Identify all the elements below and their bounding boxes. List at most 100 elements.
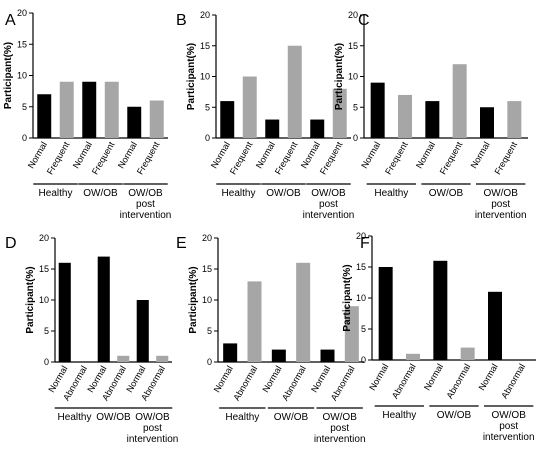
bar-normal: [136, 300, 149, 362]
y-tick-label: 10: [17, 71, 27, 81]
x-category-label: Abnormal: [280, 364, 308, 402]
x-category-label: Normal: [209, 140, 232, 170]
y-tick-label: 0: [361, 355, 366, 365]
bar-frequent: [149, 100, 164, 138]
y-tick-label: 20: [39, 233, 49, 243]
y-tick-label: 5: [361, 324, 366, 334]
y-axis-label: Participant(%): [188, 266, 199, 333]
bar-normal: [127, 106, 142, 138]
y-tick-label: 10: [356, 293, 366, 303]
y-tick-label: 15: [348, 41, 358, 51]
y-tick-label: 10: [39, 295, 49, 305]
group-label: Healthy: [58, 412, 92, 423]
bar-abnormal: [460, 347, 475, 360]
y-tick-label: 5: [353, 102, 358, 112]
y-tick-label: 10: [200, 72, 210, 82]
x-category-label: Normal: [260, 364, 283, 394]
group-label: Healthy: [225, 412, 259, 423]
bar-frequent: [59, 81, 74, 138]
bar-normal: [223, 343, 238, 362]
bar-normal: [220, 101, 235, 138]
bar-normal: [433, 260, 448, 360]
x-category-label: Abnormal: [499, 362, 527, 400]
y-tick-label: 15: [200, 41, 210, 51]
y-tick-label: 10: [348, 72, 358, 82]
bar-frequent: [242, 76, 257, 138]
group-label: Healthy: [39, 188, 73, 199]
group-label: Healthy: [374, 188, 408, 199]
y-tick-label: 0: [205, 133, 210, 143]
x-category-label: Normal: [422, 362, 445, 392]
panel-letter: B: [176, 12, 187, 29]
group-label: OW/OB: [266, 188, 301, 199]
y-tick-label: 0: [353, 133, 358, 143]
panel-letter: D: [5, 235, 17, 252]
bar-normal: [265, 119, 280, 138]
bar-normal: [97, 256, 110, 362]
group-label: OW/OB: [437, 410, 472, 421]
x-category-label: Abnormal: [231, 364, 259, 402]
x-category-label: Frequent: [438, 140, 465, 177]
y-tick-label: 0: [44, 357, 49, 367]
group-label: OW/OB post intervention: [127, 412, 179, 445]
x-category-label: Abnormal: [329, 364, 357, 402]
x-category-label: Frequent: [492, 140, 519, 177]
group-label: Healthy: [222, 188, 256, 199]
y-tick-label: 0: [22, 133, 27, 143]
bar-abnormal: [296, 262, 311, 362]
bar-normal: [425, 101, 440, 138]
x-category-label: Abnormal: [444, 362, 472, 400]
bar-frequent: [398, 94, 412, 138]
bar-normal: [37, 94, 52, 138]
y-axis-label: Participant(%): [342, 264, 353, 331]
group-label: OW/OB: [96, 412, 131, 423]
y-tick-label: 5: [22, 102, 27, 112]
x-category-label: Frequent: [383, 140, 410, 177]
y-axis-label: Participant(%): [186, 43, 197, 110]
x-category-label: Normal: [254, 140, 277, 170]
bar-normal: [320, 349, 335, 362]
group-label: OW/OB: [83, 188, 118, 199]
y-tick-label: 5: [207, 326, 212, 336]
group-label: OW/OB post intervention: [483, 410, 535, 443]
x-category-label: Normal: [367, 362, 390, 392]
bar-frequent: [104, 81, 119, 138]
group-label: OW/OB post intervention: [314, 412, 366, 445]
group-label: OW/OB: [429, 188, 464, 199]
y-axis-label: Participant(%): [25, 266, 36, 333]
bar-abnormal: [406, 353, 420, 360]
bar-abnormal: [117, 355, 130, 362]
y-tick-label: 15: [202, 264, 212, 274]
x-category-label: Normal: [299, 140, 322, 170]
bar-frequent: [287, 45, 302, 138]
y-tick-label: 5: [44, 326, 49, 336]
bar-normal: [271, 349, 286, 362]
group-label: OW/OB post intervention: [303, 188, 355, 221]
y-tick-label: 20: [348, 10, 358, 20]
group-label: OW/OB post intervention: [120, 188, 172, 221]
bar-frequent: [507, 101, 522, 138]
group-label: Healthy: [382, 410, 416, 421]
bar-normal: [82, 81, 97, 138]
bar-normal: [370, 82, 385, 138]
group-label: OW/OB: [274, 412, 309, 423]
bar-normal: [310, 119, 325, 138]
y-tick-label: 20: [356, 231, 366, 241]
y-tick-label: 20: [202, 233, 212, 243]
x-category-label: Normal: [71, 140, 94, 170]
group-label: OW/OB post intervention: [475, 188, 527, 221]
panel-letter: A: [5, 12, 16, 29]
y-tick-label: 5: [205, 102, 210, 112]
bar-normal: [58, 262, 71, 362]
y-axis-label: Participant(%): [3, 42, 14, 109]
bar-abnormal: [247, 281, 262, 362]
bar-normal: [480, 107, 494, 138]
x-category-label: Normal: [477, 362, 500, 392]
panel-letter: F: [360, 235, 370, 252]
y-tick-label: 20: [17, 8, 27, 18]
bar-abnormal: [156, 355, 169, 362]
